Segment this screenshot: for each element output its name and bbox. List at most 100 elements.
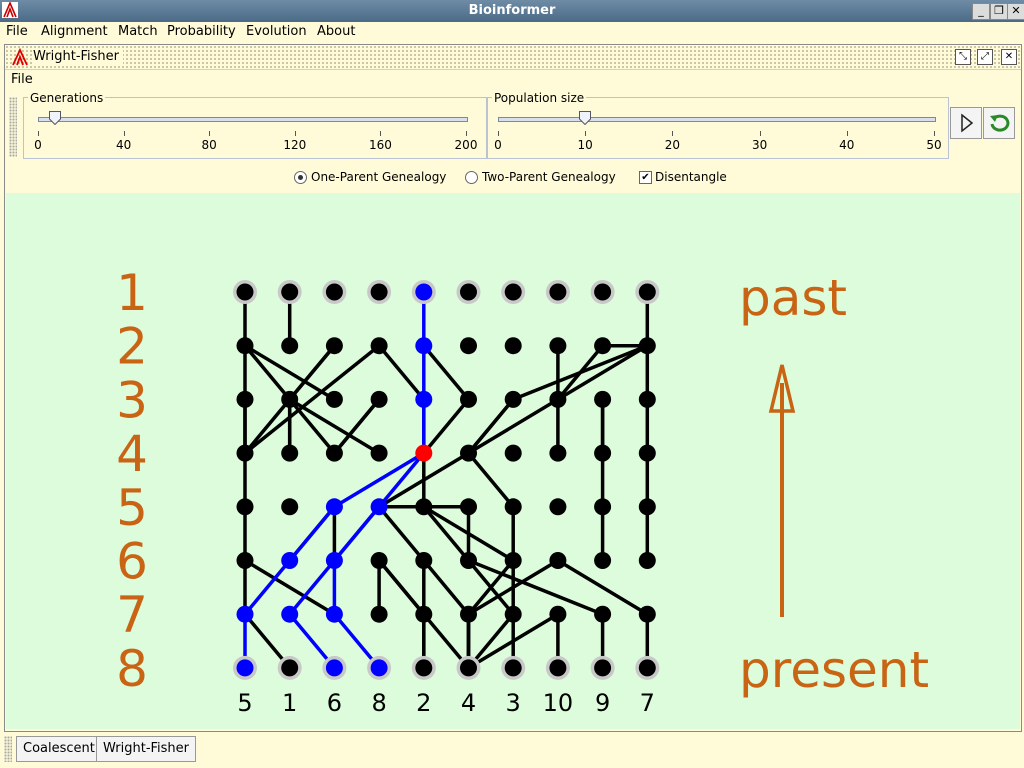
individual-node [460,444,477,462]
individual-node [415,605,433,623]
individual-node [281,659,299,677]
population-tick-label: 20 [664,138,681,152]
individual-node [236,552,254,569]
lineage-node [236,659,254,677]
genealogy-edge [512,344,648,402]
lineage-node [370,498,388,516]
individual-node [594,337,612,355]
generation-label: 6 [116,533,148,591]
disentangle-label[interactable]: Disentangle [655,170,727,184]
lineage-node [415,337,433,355]
lineage-node [325,498,343,516]
individual-node [460,659,477,677]
maximize-icon[interactable]: ❐ [990,3,1008,20]
individual-node [460,390,477,408]
mrca-node [415,444,433,462]
individual-node [325,283,343,301]
iconify-icon[interactable]: ⤡ [955,49,971,65]
menu-alignment[interactable]: Alignment [41,24,108,39]
lineage-node [415,390,433,408]
tab-coalescent[interactable]: Coalescent [16,736,102,762]
play-button[interactable] [950,107,982,139]
two-parent-label[interactable]: Two-Parent Genealogy [482,170,616,184]
genealogy-canvas: 1 2 3 4 5 6 7 8 5 1 6 8 2 4 3 10 9 7 past present [6,193,1020,729]
menu-match[interactable]: Match [118,24,158,39]
population-slider-thumb[interactable] [579,111,592,125]
individual-node [638,605,656,623]
individual-node [370,390,388,408]
individual-node [281,390,299,408]
individual-node [638,659,656,677]
individual-node [549,605,567,623]
generations-slider-track[interactable] [38,117,468,122]
generation-label: 5 [116,479,148,537]
reset-button[interactable] [983,107,1015,139]
individual-node [415,498,433,516]
population-slider-track[interactable] [498,117,936,122]
reset-icon [990,114,1010,132]
population-tick [759,131,761,136]
generation-label: 4 [116,425,148,483]
generation-label: 1 [116,264,148,322]
one-parent-radio[interactable] [294,171,307,184]
lineage-edge [333,451,425,509]
generations-tick [38,131,39,136]
individual-node [594,498,612,516]
genealogy-edge [422,505,470,562]
individual-node [236,444,254,462]
menu-file[interactable]: File [6,24,28,39]
individual-label: 1 [282,689,297,717]
minimize-icon[interactable]: _ [972,3,990,20]
individual-node [638,444,656,462]
individual-node [549,552,567,569]
individual-node [504,659,522,677]
individual-node [594,605,612,623]
generations-tick [380,131,382,136]
individual-node [549,498,567,516]
generation-label: 3 [116,371,148,429]
frame-close-icon[interactable]: ✕ [1001,49,1017,65]
individual-label: 7 [640,689,655,717]
menu-probability[interactable]: Probability [167,24,236,39]
genealogy-edge [556,558,649,616]
individual-node [594,552,612,569]
population-tick [498,131,499,136]
generations-label: Generations [28,91,106,105]
lineage-node [370,659,388,677]
lineage-node [325,659,343,677]
generations-tick-label: 40 [115,138,132,152]
genealogy-edge [467,451,515,508]
two-parent-radio[interactable] [465,171,478,184]
generations-tick-label: 200 [454,138,478,152]
lineage-edge [333,505,381,562]
one-parent-label[interactable]: One-Parent Genealogy [311,170,447,184]
genealogy-edge [422,559,470,616]
generations-tick [466,131,467,136]
tab-wright-fisher[interactable]: Wright-Fisher [96,736,197,762]
individual-node [638,498,656,516]
frame-maximize-icon[interactable]: ⤢ [977,49,993,65]
genealogy-edge [467,398,515,455]
lineage-node [325,552,343,569]
individual-node [638,337,656,355]
individual-label: 5 [237,689,252,717]
individual-node [504,605,522,623]
individual-node [594,659,612,677]
frame-menu-file[interactable]: File [11,72,33,87]
population-tick [672,131,674,136]
menu-about[interactable]: About [317,24,356,39]
genealogy-edge [556,344,649,401]
close-icon[interactable]: ✕ [1007,3,1024,20]
population-tick [846,131,848,136]
window-title-bar: Bioinformer _ ❐ ✕ [0,0,1024,22]
individual-node [549,444,567,462]
lineage-node [325,605,343,623]
generations-tick-label: 0 [34,138,42,152]
generations-slider-thumb[interactable] [49,111,62,125]
disentangle-checkbox[interactable]: ✔ [639,171,652,184]
individual-node [460,337,477,355]
toolbar-grip[interactable] [9,97,17,157]
individual-node [638,390,656,408]
taskbar-grip [4,736,12,762]
menu-evolution[interactable]: Evolution [246,24,307,39]
